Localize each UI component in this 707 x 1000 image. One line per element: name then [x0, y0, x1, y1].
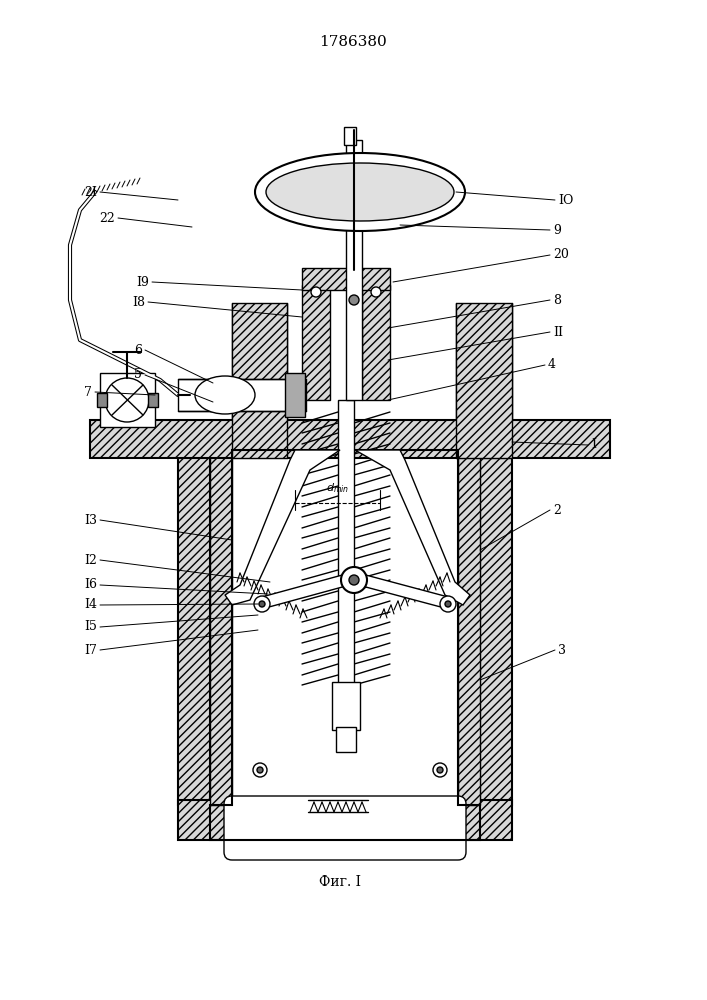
- Bar: [90, 420, 610, 458]
- Text: I4: I4: [84, 598, 97, 611]
- Bar: [332, 682, 360, 730]
- Text: 7: 7: [84, 385, 92, 398]
- Bar: [148, 393, 158, 407]
- Bar: [480, 450, 512, 805]
- Bar: [346, 140, 362, 400]
- Text: 9: 9: [553, 224, 561, 236]
- Text: 8: 8: [553, 294, 561, 306]
- Text: 6: 6: [134, 344, 142, 357]
- Circle shape: [371, 287, 381, 297]
- Circle shape: [253, 763, 267, 777]
- Circle shape: [105, 378, 149, 422]
- Text: I8: I8: [132, 296, 145, 308]
- Bar: [344, 127, 356, 145]
- Polygon shape: [362, 574, 452, 610]
- Circle shape: [437, 767, 443, 773]
- Text: IO: IO: [558, 194, 573, 207]
- Text: II: II: [553, 326, 563, 338]
- Bar: [210, 450, 232, 805]
- Text: I3: I3: [84, 514, 97, 526]
- Bar: [178, 800, 512, 840]
- Circle shape: [445, 601, 451, 607]
- Bar: [97, 393, 107, 407]
- Bar: [178, 379, 306, 411]
- Text: I2: I2: [84, 554, 97, 566]
- Bar: [362, 285, 390, 400]
- Circle shape: [341, 567, 367, 593]
- Bar: [458, 450, 480, 805]
- Text: I7: I7: [84, 644, 97, 656]
- Text: I6: I6: [84, 578, 97, 591]
- Polygon shape: [225, 450, 340, 605]
- Circle shape: [257, 767, 263, 773]
- Bar: [285, 373, 305, 417]
- Text: 22: 22: [99, 212, 115, 225]
- Ellipse shape: [195, 376, 255, 414]
- Circle shape: [349, 295, 359, 305]
- Circle shape: [259, 601, 265, 607]
- Bar: [338, 400, 354, 690]
- FancyBboxPatch shape: [224, 796, 466, 860]
- Circle shape: [440, 596, 456, 612]
- Circle shape: [311, 287, 321, 297]
- Circle shape: [254, 596, 270, 612]
- Polygon shape: [258, 574, 346, 610]
- Text: 4: 4: [548, 359, 556, 371]
- Bar: [456, 303, 512, 458]
- Text: 20: 20: [553, 248, 569, 261]
- Text: I5: I5: [84, 620, 97, 634]
- Text: 2I: 2I: [84, 186, 97, 198]
- Ellipse shape: [266, 163, 454, 221]
- Bar: [178, 450, 210, 805]
- Ellipse shape: [255, 153, 465, 231]
- Text: 1786380: 1786380: [319, 35, 387, 49]
- Text: I: I: [591, 438, 596, 452]
- Text: Фиг. I: Фиг. I: [319, 875, 361, 889]
- Polygon shape: [355, 450, 470, 605]
- Bar: [336, 727, 356, 752]
- Bar: [302, 268, 390, 290]
- Bar: [100, 373, 155, 427]
- Circle shape: [433, 763, 447, 777]
- Text: I9: I9: [136, 275, 149, 288]
- Bar: [302, 285, 330, 400]
- Bar: [232, 303, 287, 458]
- Text: $d_{min}$: $d_{min}$: [327, 481, 349, 495]
- Circle shape: [349, 575, 359, 585]
- Text: 3: 3: [558, 644, 566, 656]
- Text: 5: 5: [134, 368, 142, 381]
- Text: 2: 2: [553, 504, 561, 516]
